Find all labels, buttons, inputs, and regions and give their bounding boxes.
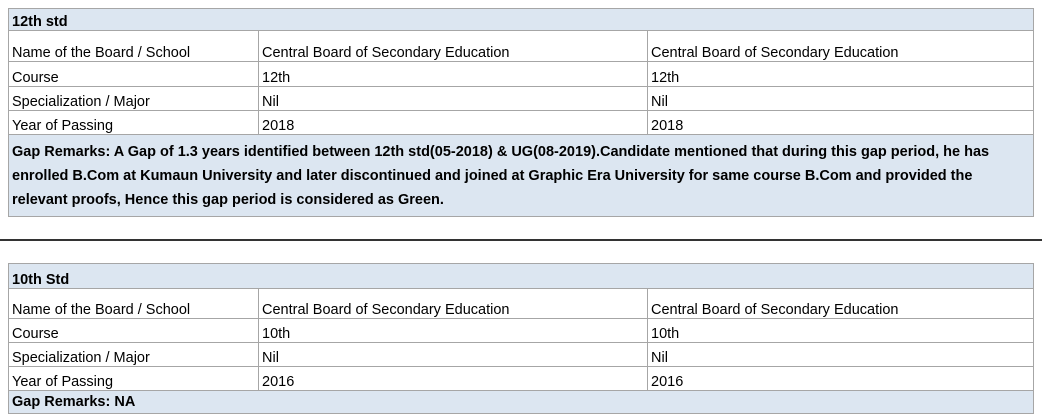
field-label: Specialization / Major [8, 86, 259, 111]
detail-row: Course 12th 12th [8, 61, 1035, 87]
section-title: 12th std [7, 8, 1035, 31]
detail-row: Specialization / Major Nil Nil [8, 342, 1035, 367]
field-value: Nil [646, 342, 1035, 367]
field-value: 12th [646, 61, 1035, 87]
field-value: 2016 [646, 366, 1035, 391]
section-header: 12th std [7, 8, 1035, 31]
detail-row: Name of the Board / School Central Board … [8, 288, 1035, 319]
field-value: 10th [646, 318, 1035, 343]
section-header: 10th Std [7, 263, 1035, 289]
field-value: Central Board of Secondary Education [646, 288, 1035, 319]
education-table: 10th Std Name of the Board / School Centra… [7, 263, 1035, 414]
detail-row: Year of Passing 2018 2018 [8, 110, 1035, 135]
field-value: Central Board of Secondary Education [646, 30, 1035, 62]
field-value: 2016 [258, 366, 648, 391]
field-value: Central Board of Secondary Education [258, 30, 648, 62]
field-label: Year of Passing [8, 110, 259, 135]
field-value: 2018 [646, 110, 1035, 135]
field-label: Course [8, 61, 259, 87]
field-label: Course [8, 318, 259, 343]
field-value: Nil [646, 86, 1035, 111]
detail-row: Name of the Board / School Central Board … [8, 30, 1035, 62]
field-value: 12th [258, 61, 648, 87]
field-value: Nil [258, 86, 648, 111]
detail-row: Specialization / Major Nil Nil [8, 86, 1035, 111]
education-table: 12th std Name of the Board / School Centra… [7, 8, 1035, 217]
gap-remarks: Gap Remarks: NA [7, 390, 1035, 414]
gap-remarks: Gap Remarks: A Gap of 1.3 years identifi… [7, 134, 1035, 217]
remarks-row: Gap Remarks: A Gap of 1.3 years identifi… [7, 134, 1035, 217]
field-label: Name of the Board / School [8, 30, 259, 62]
field-value: 2018 [258, 110, 648, 135]
detail-row: Year of Passing 2016 2016 [8, 366, 1035, 391]
section-title: 10th Std [7, 263, 1035, 289]
field-label: Name of the Board / School [8, 288, 259, 319]
field-label: Specialization / Major [8, 342, 259, 367]
field-value: Central Board of Secondary Education [258, 288, 648, 319]
field-value: Nil [258, 342, 648, 367]
detail-row: Course 10th 10th [8, 318, 1035, 343]
field-value: 10th [258, 318, 648, 343]
field-label: Year of Passing [8, 366, 259, 391]
separator [0, 239, 1042, 241]
remarks-row: Gap Remarks: NA [7, 390, 1035, 414]
